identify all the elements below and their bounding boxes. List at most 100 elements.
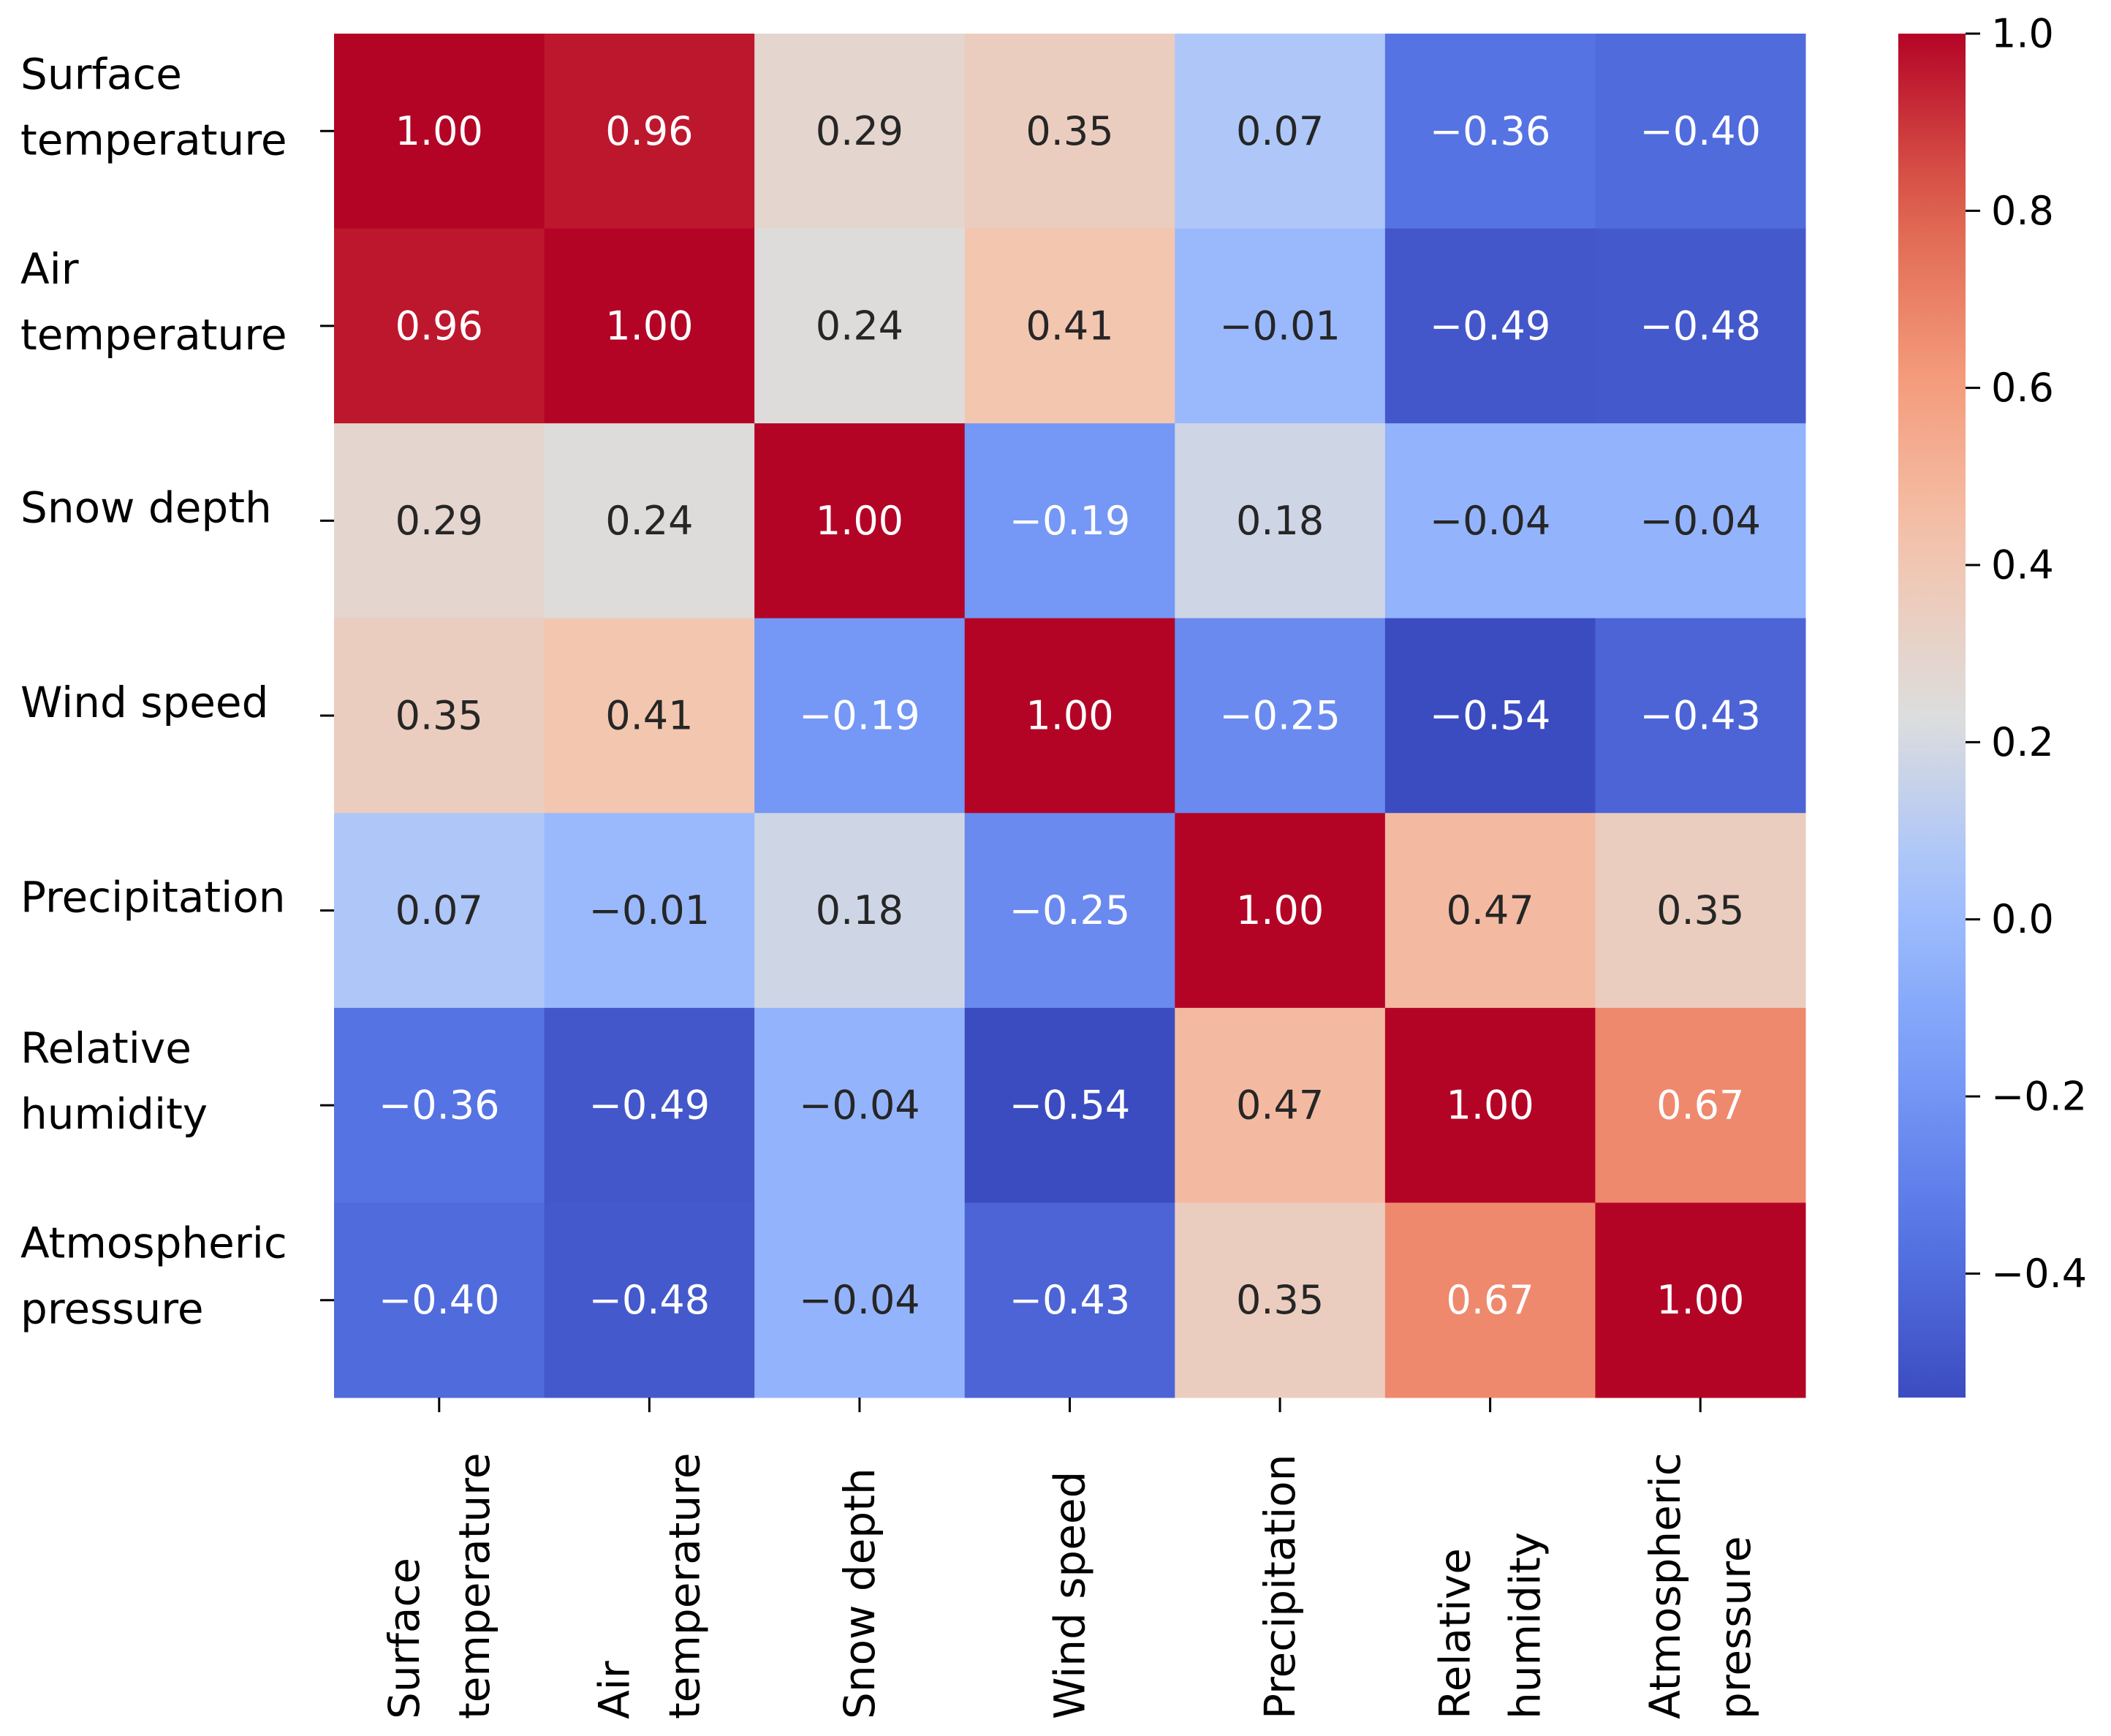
x-tick-label: Atmospheric: [1640, 1452, 1690, 1719]
x-tick-label: Surface: [379, 1558, 429, 1719]
heatmap-cell: [334, 1202, 545, 1398]
cell-annotation: −0.25: [1009, 887, 1130, 933]
heatmap-cell: [1384, 423, 1596, 619]
x-tick-label: temperature: [450, 1452, 499, 1719]
x-tick-label: Air: [589, 1661, 639, 1719]
row-labels: Surface temperature Air temperature Snow dep…: [20, 49, 334, 1334]
heatmap-cell: [544, 618, 755, 814]
cell-annotation: −0.49: [589, 1083, 710, 1129]
heatmap-cell: [334, 618, 545, 814]
x-tick-label-group: Relative humidity: [1430, 1532, 1550, 1719]
cell-annotation: −0.25: [1219, 693, 1340, 739]
heatmap-cell: [1175, 1007, 1386, 1203]
cell-annotation: 1.00: [1236, 887, 1324, 933]
heatmap-cell: [754, 1202, 966, 1398]
cell-annotation: 0.47: [1447, 887, 1534, 933]
heatmap-cell: [964, 228, 1175, 424]
cell-annotation: −0.36: [1430, 108, 1550, 154]
cell-annotation: −0.04: [799, 1277, 920, 1323]
cell-annotation: −0.48: [589, 1277, 710, 1323]
heatmap-cell: [1384, 1202, 1596, 1398]
y-tick-label: pressure: [20, 1284, 204, 1334]
colorbar: 1.0 0.8 0.6 0.4 0.2 0.0 −0.2 −0.4: [1898, 11, 2087, 1398]
cell-annotation: −0.01: [589, 887, 710, 933]
heatmap-cell: [1175, 228, 1386, 424]
cell-annotation: 0.35: [1656, 887, 1744, 933]
x-tick-label: humidity: [1501, 1532, 1550, 1719]
cell-annotation: −0.43: [1009, 1277, 1130, 1323]
x-tick-label: temperature: [659, 1452, 709, 1719]
heatmap-cell: [1595, 1202, 1806, 1398]
cell-annotation: −0.40: [379, 1277, 499, 1323]
heatmap-cell: [544, 1202, 755, 1398]
x-tick-label-group: Air temperature: [589, 1452, 709, 1719]
cell-annotation: 0.24: [816, 303, 903, 349]
cell-annotation: 0.67: [1656, 1083, 1744, 1129]
heatmap-cell: [1384, 1007, 1596, 1203]
heatmap-cell: [754, 423, 966, 619]
x-tick-label-group: Snow depth: [835, 1468, 884, 1719]
cell-annotation: −0.54: [1009, 1083, 1130, 1129]
x-tick-label: Precipitation: [1255, 1454, 1305, 1719]
heatmap-cell: [1384, 618, 1596, 814]
x-tick-label-group: Precipitation: [1255, 1454, 1305, 1719]
x-tick-label-group: Wind speed: [1045, 1471, 1095, 1719]
cell-annotation: −0.48: [1640, 303, 1760, 349]
y-tick-label: humidity: [20, 1089, 208, 1139]
heatmap-cell: [544, 34, 755, 230]
heatmap-cell: [334, 34, 545, 230]
cell-annotation: −0.04: [1430, 498, 1550, 544]
colorbar-tick-label: 1.0: [1991, 11, 2054, 57]
heatmap-cell: [1595, 228, 1806, 424]
cell-annotation: 0.96: [605, 108, 693, 154]
heatmap-cell: [334, 1007, 545, 1203]
heatmap-cell: [1595, 423, 1806, 619]
heatmap-cell: [754, 34, 966, 230]
cell-annotation: 1.00: [395, 108, 483, 154]
heatmap-cell: [1175, 813, 1386, 1009]
cell-annotation: 0.47: [1236, 1083, 1324, 1129]
cell-annotation: −0.19: [1009, 498, 1130, 544]
colorbar-tick-label: 0.8: [1991, 188, 2054, 234]
heatmap-cell: [964, 1007, 1175, 1203]
heatmap-cell: [544, 813, 755, 1009]
colorbar-gradient: [1898, 34, 1966, 1398]
cell-annotation: 0.24: [605, 498, 693, 544]
heatmap-cell: [1175, 423, 1386, 619]
cell-annotation: 0.07: [1236, 108, 1324, 154]
heatmap-cell: [1175, 34, 1386, 230]
colorbar-tick-label: −0.2: [1991, 1074, 2087, 1120]
heatmap-cells: 1.00 0.96 0.29 0.35 0.07 −0.36 −0.40 0.96 1.00 0.…: [334, 34, 1806, 1398]
y-tick-label: Atmospheric: [20, 1218, 287, 1268]
heatmap-cell: [964, 618, 1175, 814]
y-tick-label: Surface: [20, 49, 182, 99]
cell-annotation: 0.35: [1236, 1277, 1324, 1323]
heatmap-cell: [334, 228, 545, 424]
heatmap-cell: [1175, 618, 1386, 814]
cell-annotation: 1.00: [1026, 693, 1113, 739]
heatmap-cell: [334, 423, 545, 619]
heatmap-cell: [964, 423, 1175, 619]
column-labels: Surface temperature Air temperature Snow dep…: [379, 1398, 1760, 1719]
cell-annotation: 0.07: [395, 887, 483, 933]
y-tick-label: temperature: [20, 310, 287, 360]
y-tick-label: Snow depth: [20, 482, 272, 532]
x-tick-label: Snow depth: [835, 1468, 884, 1719]
cell-annotation: 1.00: [1447, 1083, 1534, 1129]
cell-annotation: 0.18: [1236, 498, 1324, 544]
cell-annotation: −0.49: [1430, 303, 1550, 349]
heatmap-cell: [1595, 618, 1806, 814]
heatmap-cell: [1175, 1202, 1386, 1398]
cell-annotation: 0.29: [816, 108, 903, 154]
colorbar-tick-label: 0.2: [1991, 719, 2054, 765]
cell-annotation: 1.00: [816, 498, 903, 544]
cell-annotation: −0.54: [1430, 693, 1550, 739]
cell-annotation: 0.18: [816, 887, 903, 933]
heatmap-cell: [544, 1007, 755, 1203]
colorbar-tick-label: 0.6: [1991, 365, 2054, 411]
heatmap-cell: [1595, 813, 1806, 1009]
cell-annotation: −0.04: [799, 1083, 920, 1129]
heatmap-cell: [334, 813, 545, 1009]
heatmap-cell: [964, 34, 1175, 230]
